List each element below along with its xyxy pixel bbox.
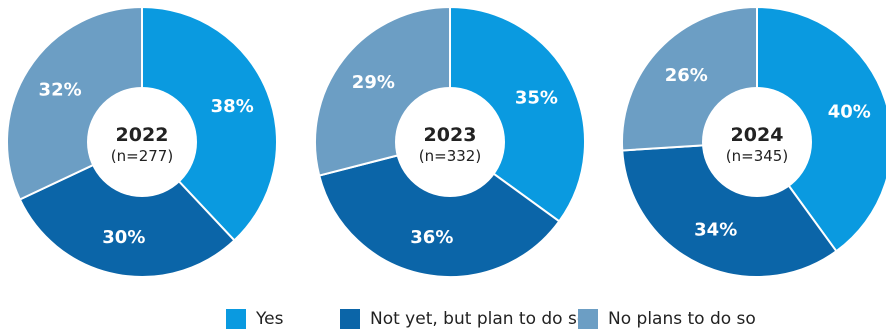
legend-label-no-plans: No plans to do so xyxy=(608,309,756,329)
donut-charts: 38% 30% 32% 2022(n=277) 35% 36% 29% 2023(n=332)… xyxy=(6,5,886,278)
legend-label-yes: Yes xyxy=(256,309,284,329)
legend-item-yes: Yes xyxy=(226,308,283,330)
slice-label-yes-2024: 40% xyxy=(828,102,871,123)
legend-swatch-plan xyxy=(340,309,360,329)
slice-label-yes-2023: 35% xyxy=(515,87,558,108)
slice-label-yes-2022: 38% xyxy=(211,96,254,117)
slice-label-plan-2023: 36% xyxy=(410,227,453,248)
legend: Yes Not yet, but plan to do so No plans … xyxy=(0,308,886,332)
legend-label-plan: Not yet, but plan to do so xyxy=(370,309,588,329)
legend-item-no-plans: No plans to do so xyxy=(578,308,756,330)
donut-2022: 38% 30% 32% 2022(n=277) xyxy=(6,5,278,278)
donut-hole-2023 xyxy=(395,87,505,197)
slice-plan-2022 xyxy=(18,140,236,278)
legend-swatch-no-plans xyxy=(578,309,598,329)
slice-yes-2023 xyxy=(449,5,586,223)
slice-label-no-plans-2022: 32% xyxy=(39,80,82,101)
donut-hole-2024 xyxy=(702,87,812,197)
sample-size-label-2023: (n=332) xyxy=(419,147,481,165)
sample-size-label-2022: (n=277) xyxy=(111,147,173,165)
legend-swatch-yes xyxy=(226,309,246,329)
year-label-2024: 2024 xyxy=(731,124,784,146)
donut-2023: 35% 36% 29% 2023(n=332) xyxy=(314,5,586,278)
slice-plan-2024 xyxy=(621,140,838,278)
donut-2024: 40% 34% 26% 2024(n=345) xyxy=(621,5,886,278)
slice-plan-2023 xyxy=(318,140,561,278)
legend-item-plan: Not yet, but plan to do so xyxy=(340,308,587,330)
slice-yes-2022 xyxy=(141,5,278,242)
year-label-2023: 2023 xyxy=(424,124,477,146)
slice-label-no-plans-2023: 29% xyxy=(352,72,395,93)
year-label-2022: 2022 xyxy=(116,124,169,146)
sample-size-label-2024: (n=345) xyxy=(726,147,788,165)
slice-label-plan-2024: 34% xyxy=(694,219,737,240)
donut-hole-2022 xyxy=(87,87,197,197)
slice-yes-2024 xyxy=(756,5,886,253)
slice-label-no-plans-2024: 26% xyxy=(665,65,708,86)
slice-label-plan-2022: 30% xyxy=(102,227,145,248)
